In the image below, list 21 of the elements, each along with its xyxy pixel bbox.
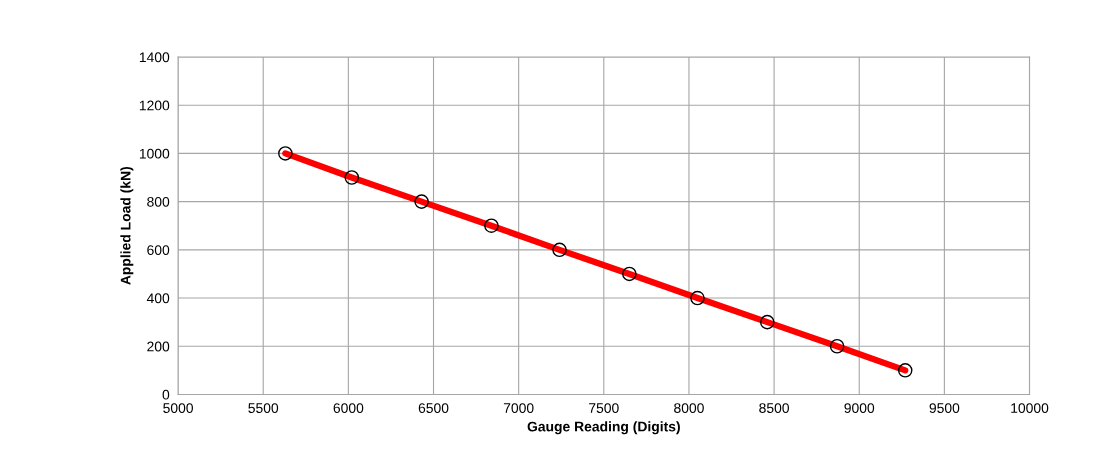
x-tick-label: 5500 — [248, 403, 279, 413]
y-tick-label: 1200 — [139, 100, 170, 111]
y-axis-title: Applied Load (kN) — [120, 167, 134, 285]
x-tick-label: 10000 — [1011, 403, 1049, 413]
x-tick-label: 9000 — [844, 403, 875, 413]
x-tick-label: 6500 — [418, 403, 449, 413]
y-tick-label: 400 — [146, 293, 170, 304]
x-tick-label: 9500 — [929, 403, 960, 413]
y-tick-label: 600 — [147, 245, 170, 255]
x-tick-label: 7000 — [503, 403, 534, 413]
x-tick-label: 8000 — [674, 403, 704, 413]
y-tick-label: 0 — [162, 389, 170, 400]
x-axis-title: Gauge Reading (Digits) — [527, 421, 680, 435]
x-tick-label: 7500 — [589, 403, 619, 413]
x-tick-label: 8500 — [759, 403, 789, 413]
y-tick-label: 800 — [147, 196, 170, 207]
y-tick-label: 200 — [147, 341, 170, 352]
x-tick-label: 5000 — [163, 403, 193, 413]
y-tick-label: 1400 — [139, 52, 170, 63]
y-tick-label: 1000 — [139, 148, 170, 159]
x-tick-label: 6000 — [333, 403, 364, 413]
